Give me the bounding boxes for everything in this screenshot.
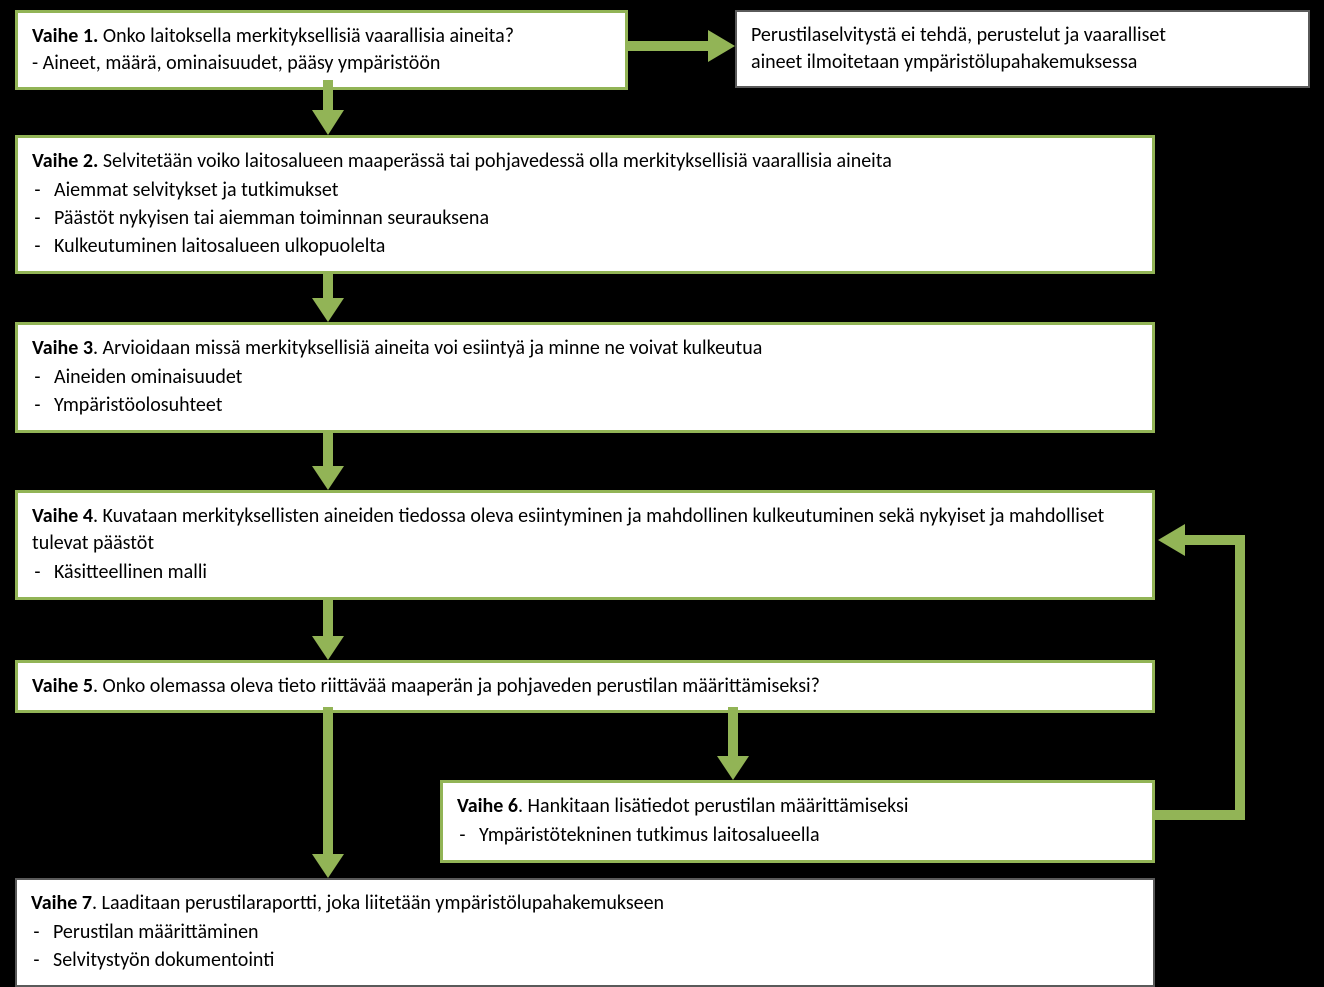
vaihe1-line2: - Aineet, määrä, ominaisuudet, pääsy ymp… <box>32 50 611 77</box>
box-vaihe5: Vaihe 5. Onko olemassa oleva tieto riitt… <box>15 660 1155 713</box>
box-ei-tehda: Perustilaselvitystä ei tehdä, perustelut… <box>735 10 1310 88</box>
vaihe2-line1: Vaihe 2. Selvitetään voiko laitosalueen … <box>32 148 1138 175</box>
vaihe4-text: . Kuvataan merkityksellisten aineiden ti… <box>32 504 1104 555</box>
vaihe6-text: . Hankitaan lisätiedot perustilan määrit… <box>518 794 908 818</box>
arrow-v5-v6 <box>715 707 751 780</box>
vaihe2-b1: Aiemmat selvitykset ja tutkimukset <box>54 177 1138 204</box>
arrow-v5-v7 <box>310 707 346 878</box>
vaihe6-title: Vaihe 6 <box>457 794 518 818</box>
vaihe6-bullets: Ympäristötekninen tutkimus laitosalueell… <box>457 822 1138 849</box>
vaihe4-bullets: Käsitteellinen malli <box>32 559 1138 586</box>
vaihe6-line1: Vaihe 6. Hankitaan lisätiedot perustilan… <box>457 793 1138 820</box>
vaihe7-b1: Perustilan määrittäminen <box>53 919 1139 946</box>
vaihe7-title: Vaihe 7 <box>31 891 92 915</box>
vaihe1-title: Vaihe 1. <box>32 24 98 48</box>
vaihe7-bullets: Perustilan määrittäminen Selvitystyön do… <box>31 919 1139 974</box>
arrow-v1-v2 <box>310 80 346 135</box>
vaihe5-text: . Onko olemassa oleva tieto riittävää ma… <box>93 674 820 698</box>
vaihe3-title: Vaihe 3 <box>32 336 93 360</box>
vaihe7-line1: Vaihe 7. Laaditaan perustilaraportti, jo… <box>31 890 1139 917</box>
vaihe2-title: Vaihe 2. <box>32 149 98 173</box>
box-vaihe1: Vaihe 1. Onko laitoksella merkityksellis… <box>15 10 628 90</box>
vaihe4-title: Vaihe 4 <box>32 504 93 528</box>
eitehda-line2: aineet ilmoitetaan ympäristölupahakemuks… <box>751 49 1294 76</box>
vaihe2-b2: Päästöt nykyisen tai aiemman toiminnan s… <box>54 205 1138 232</box>
arrow-v2-v3 <box>310 272 346 322</box>
arrow-v1-right <box>628 28 735 64</box>
vaihe5-title: Vaihe 5 <box>32 674 93 698</box>
vaihe7-text: . Laaditaan perustilaraportti, joka liit… <box>92 891 664 915</box>
vaihe6-b1: Ympäristötekninen tutkimus laitosalueell… <box>479 822 1138 849</box>
vaihe3-b2: Ympäristöolosuhteet <box>54 392 1138 419</box>
vaihe3-bullets: Aineiden ominaisuudet Ympäristöolosuhtee… <box>32 364 1138 419</box>
vaihe3-line1: Vaihe 3. Arvioidaan missä merkityksellis… <box>32 335 1138 362</box>
vaihe2-bullets: Aiemmat selvitykset ja tutkimukset Pääst… <box>32 177 1138 260</box>
vaihe4-line1: Vaihe 4. Kuvataan merkityksellisten aine… <box>32 503 1138 557</box>
box-vaihe6: Vaihe 6. Hankitaan lisätiedot perustilan… <box>440 780 1155 863</box>
vaihe3-b1: Aineiden ominaisuudet <box>54 364 1138 391</box>
box-vaihe7: Vaihe 7. Laaditaan perustilaraportti, jo… <box>15 878 1155 987</box>
vaihe1-line1: Vaihe 1. Onko laitoksella merkityksellis… <box>32 23 611 50</box>
box-vaihe4: Vaihe 4. Kuvataan merkityksellisten aine… <box>15 490 1155 600</box>
arrow-v6-v4 <box>1150 520 1310 840</box>
vaihe4-b1: Käsitteellinen malli <box>54 559 1138 586</box>
vaihe2-b3: Kulkeutuminen laitosalueen ulkopuolelta <box>54 233 1138 260</box>
vaihe5-line1: Vaihe 5. Onko olemassa oleva tieto riitt… <box>32 673 1138 700</box>
arrow-v3-v4 <box>310 430 346 490</box>
vaihe1-text: Onko laitoksella merkityksellisiä vaaral… <box>98 24 514 48</box>
vaihe2-text: Selvitetään voiko laitosalueen maaperäss… <box>98 149 892 173</box>
box-vaihe2: Vaihe 2. Selvitetään voiko laitosalueen … <box>15 135 1155 274</box>
eitehda-line1: Perustilaselvitystä ei tehdä, perustelut… <box>751 22 1294 49</box>
vaihe3-text: . Arvioidaan missä merkityksellisiä aine… <box>93 336 762 360</box>
vaihe7-b2: Selvitystyön dokumentointi <box>53 947 1139 974</box>
arrow-v4-v5 <box>310 600 346 660</box>
box-vaihe3: Vaihe 3. Arvioidaan missä merkityksellis… <box>15 322 1155 433</box>
